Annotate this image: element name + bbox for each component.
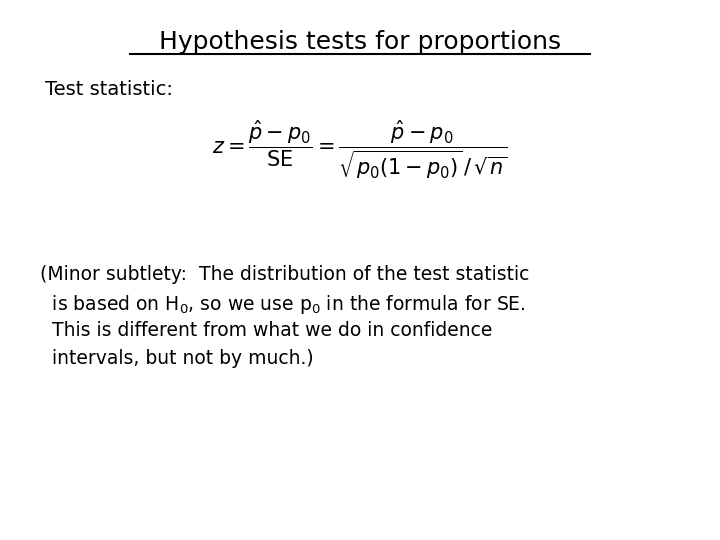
Text: Test statistic:: Test statistic:	[45, 80, 173, 99]
Text: is based on H$_0$, so we use p$_0$ in the formula for SE.: is based on H$_0$, so we use p$_0$ in th…	[40, 293, 526, 316]
Text: (Minor subtlety:  The distribution of the test statistic: (Minor subtlety: The distribution of the…	[40, 265, 529, 284]
Text: Hypothesis tests for proportions: Hypothesis tests for proportions	[159, 30, 561, 54]
Text: $z = \dfrac{\hat{p} - p_0}{\mathrm{SE}} = \dfrac{\hat{p} - p_0}{\sqrt{p_0(1-p_0): $z = \dfrac{\hat{p} - p_0}{\mathrm{SE}} …	[212, 119, 508, 181]
Text: intervals, but not by much.): intervals, but not by much.)	[40, 349, 314, 368]
Text: This is different from what we do in confidence: This is different from what we do in con…	[40, 321, 492, 340]
